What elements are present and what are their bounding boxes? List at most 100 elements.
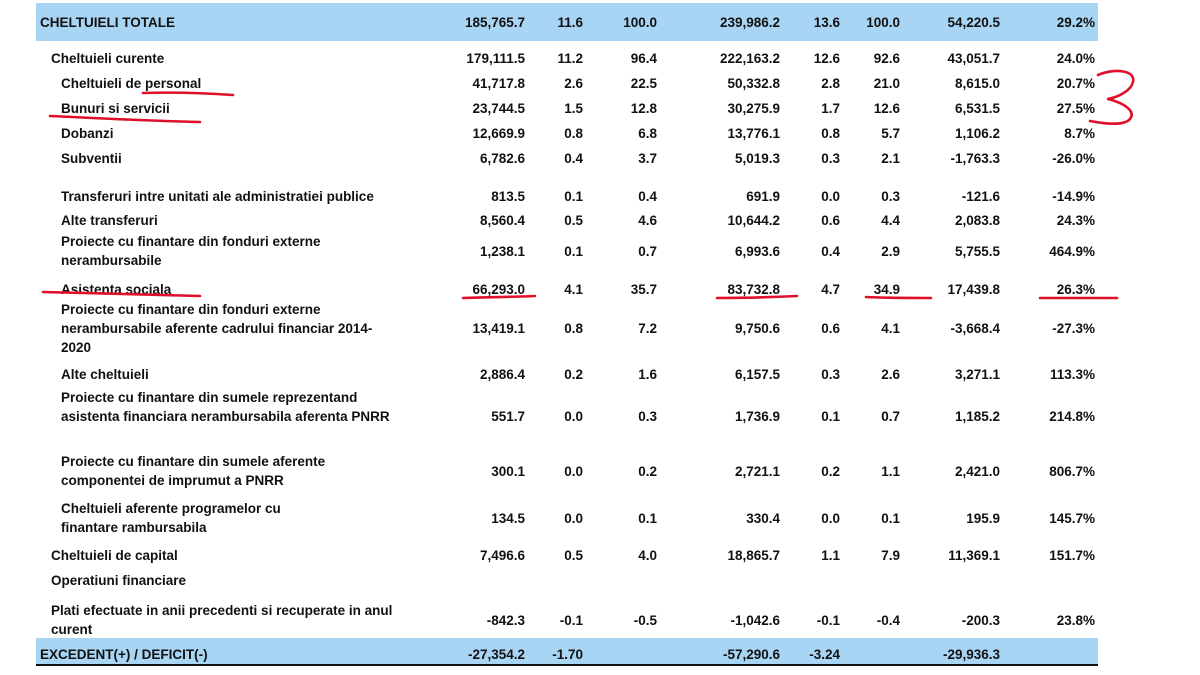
cell-value: 9,750.6	[734, 320, 780, 336]
cell-value: 17,439.8	[947, 281, 1000, 297]
cell-value: 7.9	[881, 547, 900, 563]
cell-value: 0.1	[821, 408, 840, 424]
cell-value: 0.3	[881, 188, 900, 204]
cell-value: 0.3	[821, 150, 840, 166]
cell-value: -0.4	[876, 612, 900, 628]
cell-value: 0.0	[564, 408, 583, 424]
cell-value: 813.5	[491, 188, 525, 204]
cell-value: 100.0	[623, 14, 657, 30]
cell-value: 0.1	[638, 510, 657, 526]
cell-value: 0.5	[564, 212, 583, 228]
row-label: Proiecte cu finantare din sumele aferent…	[61, 454, 326, 488]
row-label: Dobanzi	[61, 125, 114, 141]
cell-value: 4.6	[638, 212, 657, 228]
cell-value: 10,644.2	[727, 212, 780, 228]
cell-value: 6,531.5	[954, 100, 1000, 116]
cell-value: 0.8	[821, 125, 840, 141]
cell-value: -26.0%	[1052, 150, 1095, 166]
row-label: Cheltuieli de personal	[61, 75, 202, 91]
cell-value: 12.6	[813, 50, 840, 66]
cell-value: -1,042.6	[730, 612, 780, 628]
cell-value: -0.1	[816, 612, 840, 628]
cell-value: 2.6	[564, 75, 583, 91]
cell-value: 1.7	[821, 100, 840, 116]
row-label: Transferuri intre unitati ale administra…	[61, 188, 374, 204]
cell-value: 806.7%	[1049, 463, 1095, 479]
cell-value: -29,936.3	[942, 646, 1000, 662]
cell-value: 6.8	[638, 125, 657, 141]
cell-value: 8,615.0	[954, 75, 1000, 91]
cell-value: 50,332.8	[727, 75, 780, 91]
cell-value: 0.3	[821, 366, 840, 382]
cell-value: -1,763.3	[950, 150, 1000, 166]
cell-value: -57,290.6	[722, 646, 780, 662]
cell-value: -1.70	[552, 646, 583, 662]
row-label: Cheltuieli aferente programelor cu finan…	[61, 501, 281, 535]
cell-value: 2,721.1	[734, 463, 780, 479]
cell-value: 179,111.5	[466, 50, 525, 66]
cell-value: 330.4	[746, 510, 780, 526]
cell-value: 8,560.4	[479, 212, 525, 228]
cell-value: 1,736.9	[734, 408, 780, 424]
cell-value: 0.7	[881, 408, 900, 424]
cell-value: 2,886.4	[479, 366, 525, 382]
cell-value: 0.6	[821, 320, 840, 336]
cell-value: 3.7	[638, 150, 657, 166]
footer-band	[36, 638, 1098, 666]
cell-value: 35.7	[630, 281, 657, 297]
cell-value: 2,083.8	[954, 212, 1000, 228]
cell-value: 92.6	[873, 50, 900, 66]
cell-value: 0.2	[821, 463, 840, 479]
cell-value: 6,782.6	[479, 150, 525, 166]
cell-value: 113.3%	[1049, 366, 1095, 382]
cell-value: 43,051.7	[947, 50, 1000, 66]
row-label-balance: EXCEDENT(+) / DEFICIT(-)	[40, 646, 208, 662]
cell-value: 96.4	[630, 50, 657, 66]
bracket-three-icon	[1088, 69, 1135, 126]
cell-value: 21.0	[873, 75, 900, 91]
cell-value: 0.4	[638, 188, 657, 204]
cell-value: -200.3	[961, 612, 1000, 628]
row-label: Bunuri si servicii	[61, 100, 170, 116]
cell-value: 5.7	[881, 125, 900, 141]
row-label: Proiecte cu finantare din fonduri extern…	[61, 301, 373, 355]
cell-value: 1,238.1	[479, 243, 525, 259]
cell-value: 0.0	[821, 188, 840, 204]
row-label: Alte transferuri	[61, 212, 158, 228]
cell-value: 0.7	[638, 243, 657, 259]
cell-value: 0.2	[564, 366, 583, 382]
cell-value: 29.2%	[1056, 14, 1095, 30]
row-label: Proiecte cu finantare din fonduri extern…	[61, 234, 321, 268]
cell-value: 6,157.5	[734, 366, 780, 382]
cell-value: 7,496.6	[479, 547, 525, 563]
cell-value: 11,369.1	[948, 547, 1000, 563]
cell-value: 5,019.3	[734, 150, 780, 166]
cell-value: -3,668.4	[950, 320, 1000, 336]
cell-value: 1,185.2	[954, 408, 1000, 424]
cell-value: 0.0	[564, 463, 583, 479]
row-label: Alte cheltuieli	[61, 366, 149, 382]
cell-value: 0.1	[564, 243, 583, 259]
cell-value: 3,271.1	[954, 366, 1000, 382]
cell-value: 13.6	[813, 14, 840, 30]
cell-value: 300.1	[491, 463, 525, 479]
cell-value: -0.1	[559, 612, 583, 628]
cell-value: 0.4	[821, 243, 840, 259]
cell-value: -842.3	[486, 612, 525, 628]
cell-value: 0.4	[564, 150, 583, 166]
cell-value: 0.8	[564, 320, 583, 336]
cell-value: -3.24	[809, 646, 840, 662]
cell-value: 134.5	[491, 510, 525, 526]
cell-value: 66,293.0	[472, 281, 525, 297]
cell-value: 1.5	[564, 100, 583, 116]
cell-value: 11.6	[557, 14, 583, 30]
cell-value: 54,220.5	[947, 14, 1000, 30]
row-label: Cheltuieli de capital	[51, 547, 178, 563]
cell-value: 195.9	[966, 510, 1000, 526]
cell-value: 13,419.1	[472, 320, 525, 336]
cell-value: 4.7	[821, 281, 840, 297]
cell-value: 2.8	[821, 75, 840, 91]
cell-value: 2,421.0	[954, 463, 1000, 479]
cell-value: 4.4	[881, 212, 900, 228]
row-label: Cheltuieli curente	[51, 50, 165, 66]
